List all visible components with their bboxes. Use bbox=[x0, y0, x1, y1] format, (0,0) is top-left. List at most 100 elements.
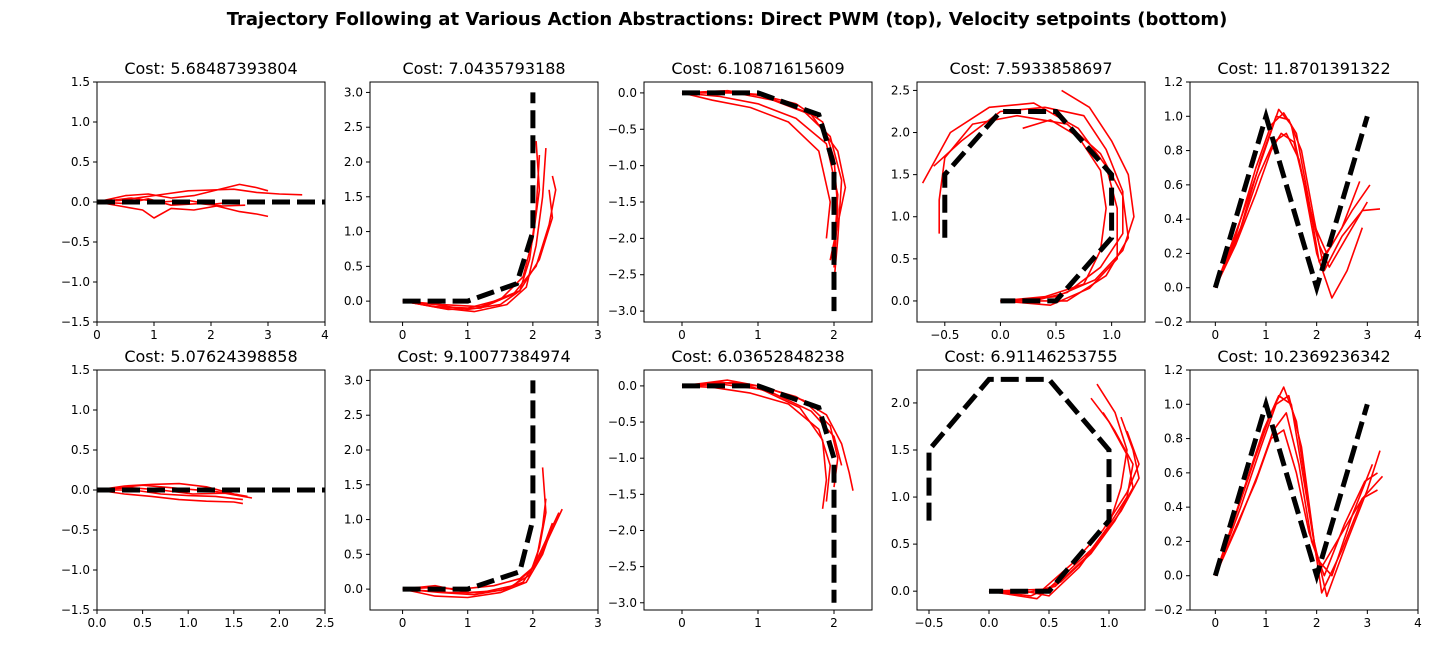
subplot-title: Cost: 6.03652848238 bbox=[671, 347, 844, 366]
reference-path bbox=[1212, 395, 1370, 585]
y-tick-label: 0.0 bbox=[618, 86, 637, 100]
trajectory-line-3 bbox=[1214, 132, 1368, 289]
trajectory-line-3 bbox=[402, 141, 541, 309]
reference-path bbox=[682, 90, 837, 312]
plot-area bbox=[921, 89, 1135, 307]
x-tick-label: 0.0 bbox=[979, 616, 998, 630]
reference-path bbox=[942, 109, 1115, 304]
plot-area bbox=[97, 482, 325, 505]
y-tick-label: −0.5 bbox=[61, 523, 90, 537]
y-tick-label: 0.5 bbox=[344, 547, 363, 561]
y-tick-label: 1.0 bbox=[344, 513, 363, 527]
x-tick-label: 1 bbox=[464, 616, 472, 630]
plot-area bbox=[1212, 107, 1381, 299]
subplot-title: Cost: 6.91146253755 bbox=[944, 347, 1117, 366]
x-tick-label: 0 bbox=[678, 616, 686, 630]
x-tick-label: 1 bbox=[1262, 616, 1270, 630]
subplot-7: Cost: 9.10077384974 0 1 2 3 0.0 0.5 1.0 1.5 2.0 2.… bbox=[344, 347, 602, 630]
y-tick-label: 1.5 bbox=[71, 363, 90, 377]
x-tick-label: 3 bbox=[1364, 616, 1372, 630]
x-tick-label: −0.5 bbox=[914, 616, 943, 630]
trajectory-line-2 bbox=[1214, 394, 1381, 598]
x-tick-label: 2 bbox=[207, 328, 215, 342]
x-tick-label: 0 bbox=[1212, 616, 1220, 630]
y-tick-label: 0.0 bbox=[1164, 281, 1183, 295]
trajectory-line-4 bbox=[1214, 429, 1378, 577]
x-tick-label: 4 bbox=[1414, 616, 1422, 630]
trajectory-line-2 bbox=[97, 183, 269, 203]
x-tick-label: 1.5 bbox=[224, 616, 243, 630]
y-tick-label: 0.0 bbox=[618, 379, 637, 393]
x-tick-label: 3 bbox=[594, 328, 602, 342]
y-tick-label: 0.5 bbox=[71, 155, 90, 169]
trajectory-line-5 bbox=[1000, 119, 1107, 302]
subplot-title: Cost: 10.2369236342 bbox=[1217, 347, 1390, 366]
subplot-title: Cost: 7.0435793188 bbox=[402, 59, 565, 78]
x-tick-label: 2 bbox=[830, 328, 838, 342]
trajectory-line-5 bbox=[402, 189, 554, 308]
trajectory-line-3 bbox=[97, 489, 244, 505]
y-tick-label: 2.5 bbox=[891, 83, 910, 97]
subplot-title: Cost: 6.10871615609 bbox=[671, 59, 844, 78]
y-tick-label: 0.6 bbox=[1164, 466, 1183, 480]
y-tick-label: −1.5 bbox=[61, 603, 90, 617]
plot-area bbox=[681, 379, 854, 603]
y-tick-label: 0.5 bbox=[891, 252, 910, 266]
y-tick-label: 0.2 bbox=[1164, 246, 1183, 260]
y-tick-label: 0.0 bbox=[891, 584, 910, 598]
trajectory-line-4 bbox=[989, 411, 1134, 597]
y-tick-label: 1.0 bbox=[71, 403, 90, 417]
x-tick-label: 0.0 bbox=[991, 328, 1010, 342]
y-tick-label: 0.0 bbox=[344, 582, 363, 596]
y-tick-label: 0.0 bbox=[891, 294, 910, 308]
x-tick-label: 4 bbox=[321, 328, 329, 342]
x-tick-label: 1.0 bbox=[179, 616, 198, 630]
y-tick-label: −3.0 bbox=[608, 304, 637, 318]
y-tick-label: 1.2 bbox=[1164, 75, 1183, 89]
x-tick-label: 0 bbox=[93, 328, 101, 342]
y-tick-label: 2.0 bbox=[891, 126, 910, 140]
trajectory-line-5 bbox=[681, 381, 843, 466]
x-tick-label: 3 bbox=[264, 328, 272, 342]
trajectory-line-4 bbox=[1214, 132, 1361, 289]
trajectory-line-2 bbox=[1000, 89, 1135, 302]
axes-frame bbox=[369, 81, 599, 323]
subplot-4: Cost: 7.5933858697 −0.5 0.0 0.5 1.0 0.0 0.5 1.0… bbox=[891, 59, 1146, 342]
y-tick-label: −0.2 bbox=[1154, 603, 1183, 617]
trajectory-line-3 bbox=[97, 201, 269, 219]
subplot-6: Cost: 5.07624398858 0.0 0.5 1.0 1.5 2.0 2.5 −1.… bbox=[61, 347, 335, 630]
y-tick-label: −2.0 bbox=[608, 231, 637, 245]
y-tick-label: 1.5 bbox=[344, 190, 363, 204]
y-tick-label: −1.0 bbox=[608, 451, 637, 465]
y-tick-label: 0.8 bbox=[1164, 432, 1183, 446]
x-tick-label: 0.5 bbox=[1046, 328, 1065, 342]
subplot-title: Cost: 11.8701391322 bbox=[1217, 59, 1390, 78]
plot-area bbox=[926, 376, 1140, 600]
axes-frame bbox=[1189, 81, 1419, 323]
y-tick-label: 0.8 bbox=[1164, 144, 1183, 158]
x-tick-label: 1.0 bbox=[1102, 328, 1121, 342]
axes-frame bbox=[369, 369, 599, 611]
x-tick-label: 0 bbox=[678, 328, 686, 342]
y-tick-label: 0.0 bbox=[71, 483, 90, 497]
subplot-2: Cost: 7.0435793188 0 1 2 3 0.0 0.5 1.0 1.5 2.0 2.5… bbox=[344, 59, 602, 342]
plot-area bbox=[97, 183, 325, 219]
subplot-10: Cost: 10.2369236342 0 1 2 3 4 −0.2 0.0 0.2 0.4 0.6… bbox=[1154, 347, 1422, 630]
axes-frame bbox=[916, 81, 1146, 323]
x-tick-label: 1 bbox=[150, 328, 158, 342]
subplot-3: Cost: 6.10871615609 0 1 2 −3.0 −2.5 −2.0 −1.5 −1… bbox=[608, 59, 873, 342]
y-tick-label: 1.0 bbox=[344, 225, 363, 239]
trajectory-line-2 bbox=[402, 148, 547, 313]
y-tick-label: −0.5 bbox=[61, 235, 90, 249]
y-tick-label: −2.0 bbox=[608, 523, 637, 537]
reference-path bbox=[682, 383, 837, 603]
axes-frame bbox=[643, 369, 873, 611]
subplot-title: Cost: 5.07624398858 bbox=[124, 347, 297, 366]
trajectory-line-5 bbox=[402, 522, 554, 594]
x-tick-label: 1 bbox=[754, 328, 762, 342]
y-tick-label: −3.0 bbox=[608, 596, 637, 610]
trajectory-line-5 bbox=[1214, 108, 1364, 299]
x-tick-label: 0.5 bbox=[133, 616, 152, 630]
y-tick-label: 0.2 bbox=[1164, 534, 1183, 548]
